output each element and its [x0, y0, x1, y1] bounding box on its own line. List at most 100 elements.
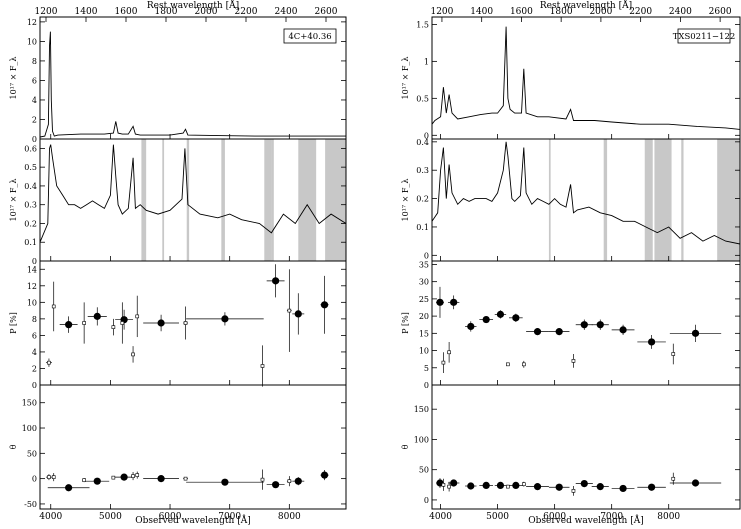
y-tick-label: 10 — [419, 347, 429, 356]
y-tick-label: 0 — [32, 135, 37, 144]
y-tick-label: 10 — [27, 298, 37, 307]
panel-polarization: 0 5 10 15 20 25 30 35 P [%] — [401, 260, 741, 390]
masked-region — [264, 139, 272, 261]
top-tick-label: 1600 — [510, 7, 533, 17]
panel-frame — [39, 384, 347, 510]
top-tick-label: 1800 — [550, 7, 573, 17]
continuum-point — [65, 321, 73, 329]
y-tick-label: 6 — [32, 76, 37, 85]
line-point — [260, 477, 265, 482]
masked-region — [298, 139, 317, 261]
spectrum-line — [431, 26, 741, 130]
continuum-point — [533, 328, 542, 336]
y-tick-label: 20 — [419, 312, 429, 321]
continuum-point — [580, 321, 588, 329]
y-tick-label: 0 — [32, 475, 37, 484]
line-point — [47, 360, 51, 365]
y-tick-label: 4 — [32, 96, 37, 105]
object-label-box — [677, 28, 731, 44]
top-tick-label: 2600 — [709, 7, 732, 17]
bottom-tick-label: 8000 — [278, 512, 301, 522]
line-point — [51, 475, 56, 479]
y-tick-label: 1.5 — [416, 20, 429, 29]
line-point — [47, 475, 51, 479]
masked-region — [654, 139, 672, 261]
y-tick-label: 0.4 — [416, 138, 429, 147]
line-point — [131, 474, 135, 478]
y-tick-label: 0.5 — [416, 94, 429, 103]
line-point — [135, 473, 140, 477]
y-tick-label: 150 — [414, 405, 429, 414]
y-tick-label: 25 — [419, 295, 429, 304]
continuum-point — [450, 479, 458, 487]
top-tick-label: 2000 — [195, 7, 218, 17]
spectrum-line — [39, 31, 346, 138]
continuum-point — [619, 326, 627, 334]
bottom-tick-label: 6000 — [543, 512, 566, 522]
y-tick-label: 50 — [27, 449, 37, 458]
bottom-axis-title: Observed wavelength [Å] — [135, 514, 250, 526]
top-tick-label: 2400 — [275, 7, 298, 17]
continuum-point — [647, 338, 656, 346]
y-tick-label: 12 — [27, 18, 37, 27]
panel-flux_zoom: 0 0.1 0.2 0.3 0.4 10¹⁷ × F_λ — [401, 138, 741, 262]
continuum-point — [647, 483, 656, 491]
top-tick-label: 2000 — [589, 7, 612, 17]
bottom-tick-label: 8000 — [657, 512, 680, 522]
y-tick-label: 35 — [419, 260, 429, 269]
y-tick-label: 2 — [32, 364, 37, 373]
line-point — [183, 476, 188, 481]
spectrum-line — [39, 144, 347, 243]
continuum-point — [691, 479, 700, 487]
y-tick-label: 12 — [27, 282, 37, 291]
line-point — [671, 352, 676, 356]
line-point — [522, 362, 526, 367]
bottom-axis-title: Observed wavelength [Å] — [528, 514, 643, 526]
continuum-point — [157, 319, 165, 327]
line-point — [82, 321, 86, 325]
top-tick-label: 1400 — [75, 7, 98, 17]
line-point — [571, 489, 576, 493]
line-point — [111, 325, 116, 329]
y-tick-label: -50 — [24, 500, 37, 509]
line-point — [506, 484, 510, 489]
y-axis-label: 10¹⁷ × F_λ — [401, 56, 410, 99]
y-tick-label: 2 — [32, 115, 37, 124]
y-axis-label: θ — [9, 444, 18, 449]
top-axis-title: Rest wavelength [Å] — [147, 0, 239, 11]
bottom-tick-label: 4000 — [39, 512, 62, 522]
line-point — [111, 475, 116, 480]
line-point — [571, 359, 576, 363]
line-point — [522, 482, 526, 487]
continuum-point — [450, 298, 458, 306]
continuum-point — [467, 322, 475, 331]
line-point — [51, 304, 56, 309]
top-tick-label: 1400 — [470, 7, 493, 17]
y-tick-label: 0.2 — [416, 195, 429, 204]
y-tick-label: 1 — [424, 57, 429, 66]
masked-region — [681, 139, 684, 261]
continuum-point — [555, 483, 563, 491]
continuum-point — [482, 315, 490, 324]
masked-region — [271, 139, 274, 261]
panel-flux: 0 0.5 1 1.5 10¹⁷ × F_λ TXS0211−122 — [401, 16, 741, 140]
object-label-box — [283, 28, 337, 44]
y-tick-label: 0 — [424, 251, 429, 260]
y-tick-label: 0 — [32, 257, 37, 266]
line-point — [287, 479, 292, 483]
y-tick-label: 0.1 — [24, 238, 37, 247]
y-tick-label: 0.4 — [24, 182, 37, 191]
panel-flux_zoom: 0 0.1 0.2 0.3 0.4 0.5 0.6 10¹⁷ × F_λ — [9, 138, 347, 266]
masked-region — [141, 139, 147, 261]
continuum-point — [436, 298, 444, 306]
y-axis-label: P [%] — [401, 312, 410, 334]
masked-region — [644, 139, 653, 261]
bottom-tick-label: 7000 — [600, 512, 623, 522]
panel-flux: 0 2 4 6 8 10 12 10¹⁷ × F_λ 4C+40.36 — [9, 16, 347, 144]
object-label: 4C+40.36 — [288, 32, 331, 42]
y-tick-label: 0.1 — [416, 223, 429, 232]
panel-angle: 0 50 100 150 θ — [401, 384, 741, 510]
panel-angle: -50 0 50 100 150 θ — [9, 384, 347, 510]
